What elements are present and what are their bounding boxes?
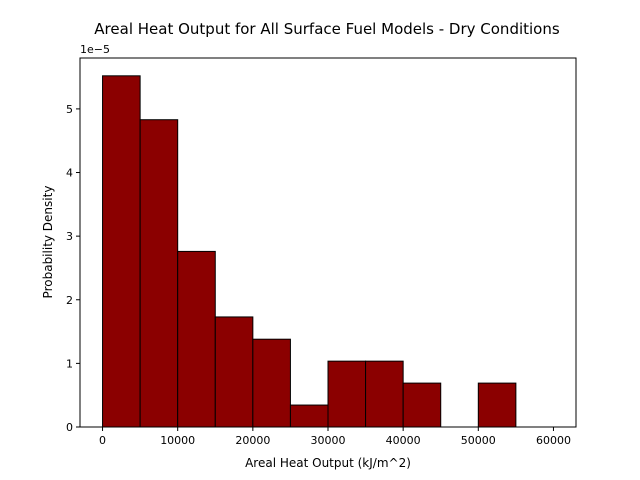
y-tick-label: 2 [66, 294, 73, 307]
chart-title: Areal Heat Output for All Surface Fuel M… [94, 20, 560, 38]
histogram-bar [477, 382, 517, 428]
bars-group [102, 75, 517, 428]
histogram-bar [214, 316, 254, 428]
histogram-bar [102, 75, 141, 428]
y-axis-ticks: 0 1 2 3 4 5 [66, 103, 80, 434]
histogram-bar [252, 338, 291, 428]
x-axis-label: Areal Heat Output (kJ/m^2) [245, 456, 411, 470]
histogram-bar [289, 404, 329, 428]
y-tick-label: 3 [66, 230, 73, 243]
x-tick-label: 10000 [160, 434, 195, 447]
x-tick-label: 50000 [461, 434, 496, 447]
x-tick-label: 40000 [386, 434, 421, 447]
x-tick-label: 0 [99, 434, 106, 447]
histogram-bar [327, 360, 367, 428]
y-tick-label: 5 [66, 103, 73, 116]
x-tick-label: 60000 [536, 434, 571, 447]
histogram-bar [402, 382, 442, 428]
y-tick-label: 1 [66, 357, 73, 370]
x-tick-label: 20000 [235, 434, 270, 447]
plot-area-frame [79, 57, 577, 428]
histogram-bar [139, 119, 179, 428]
y-axis-label: Probability Density [41, 186, 55, 299]
y-tick-label: 4 [66, 167, 73, 180]
histogram-bar [365, 360, 404, 428]
y-tick-label: 0 [66, 421, 73, 434]
x-tick-label: 30000 [311, 434, 346, 447]
histogram-bar [177, 250, 216, 428]
y-offset-label: 1e−5 [80, 43, 110, 56]
x-axis-ticks: 0 10000 20000 30000 40000 50000 60000 [99, 427, 571, 447]
